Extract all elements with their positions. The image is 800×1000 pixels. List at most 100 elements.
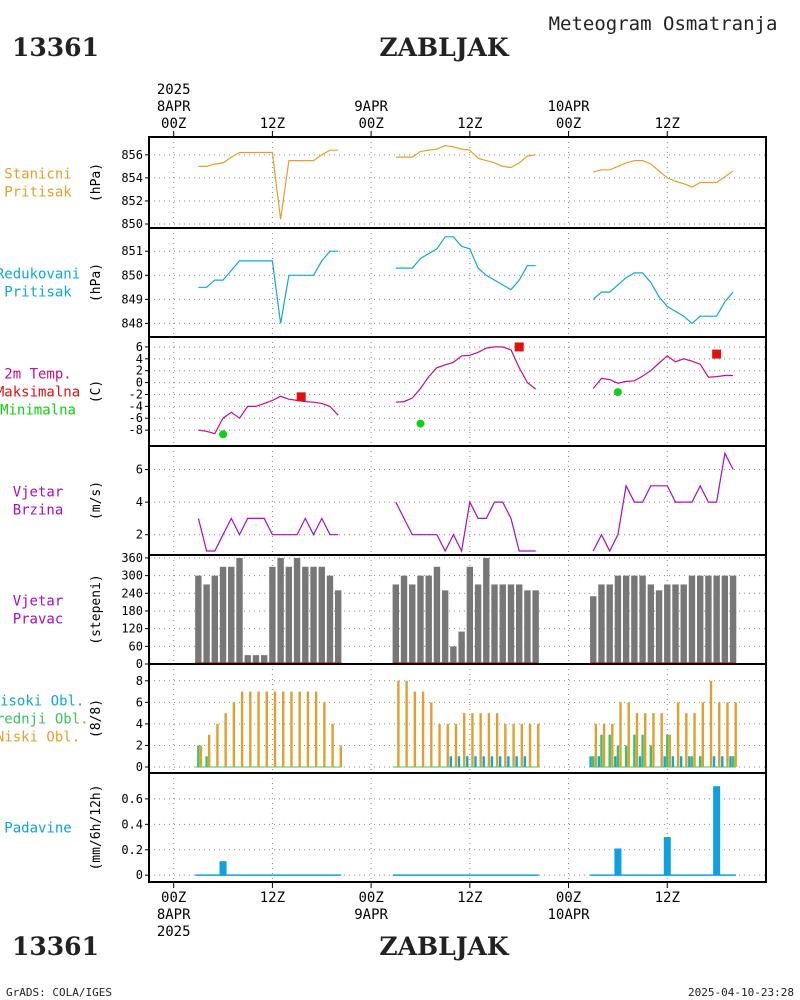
station-name-bottom: ZABLJAK xyxy=(379,932,510,961)
cloud-bar xyxy=(726,702,729,767)
direction-bar xyxy=(203,584,210,664)
panel-wind-speed: 2 4 6 Vjetar Brzina (m/s) xyxy=(13,445,767,556)
cloud-bar xyxy=(474,756,477,767)
cloud-bar xyxy=(515,756,518,767)
wind-speed-series-line xyxy=(197,517,339,552)
cloud-bar xyxy=(240,691,244,767)
direction-bar xyxy=(466,566,474,664)
panel-frame xyxy=(148,136,767,229)
y-tick-label: -6 xyxy=(129,411,143,425)
cloud-bar xyxy=(523,756,527,767)
cloud-bar xyxy=(512,723,515,767)
cloud-bar xyxy=(608,734,611,767)
y-tick-label: 120 xyxy=(121,622,143,636)
top-time-label: 12Z xyxy=(655,116,680,132)
reduced-pressure-series-line xyxy=(592,272,734,325)
cloud-bar xyxy=(405,680,408,767)
cloud-bar xyxy=(641,734,644,767)
panel-label: Maksimalna xyxy=(0,385,80,401)
panel-wind-direction: 0 60 120 180 240 300 360 Vjetar Pravac (stepeni) xyxy=(13,551,767,671)
cloud-bar xyxy=(676,702,680,767)
reduced-pressure-series-line xyxy=(395,236,536,291)
unit-label: (m/s) xyxy=(89,481,104,520)
y-tick-label: 850 xyxy=(121,268,143,282)
cloud-bar xyxy=(314,691,318,767)
direction-bar xyxy=(532,590,539,664)
cloud-bar xyxy=(666,734,669,767)
footer-timestamp: 2025-04-10-23:28 xyxy=(688,986,794,999)
direction-bar xyxy=(285,566,293,664)
y-tick-label: 360 xyxy=(121,551,143,565)
cloud-bar xyxy=(463,713,466,767)
cloud-bar xyxy=(430,702,433,767)
bottom-time-label: 12Z xyxy=(457,890,482,906)
direction-bar xyxy=(491,584,498,664)
direction-bar xyxy=(450,646,457,664)
bottom-time-label: 10APR xyxy=(547,907,590,923)
direction-bar xyxy=(400,575,408,664)
cloud-bar xyxy=(265,691,268,767)
cloud-bar xyxy=(594,723,598,767)
direction-bar xyxy=(409,584,416,664)
cloud-bar xyxy=(438,723,441,767)
y-tick-label: 852 xyxy=(121,194,143,208)
direction-bar xyxy=(606,584,613,664)
direction-bar xyxy=(499,584,506,664)
cloud-bar xyxy=(454,723,458,767)
panel-label: Minimalna xyxy=(0,403,76,419)
station-id-bottom: 13361 xyxy=(12,932,99,961)
cloud-bar xyxy=(729,756,732,767)
direction-bar xyxy=(310,566,317,664)
direction-bar xyxy=(417,575,424,664)
panel-precipitation: 0 0.2 0.4 0.6 Padavine (mm/6h/12h) xyxy=(4,772,767,883)
direction-bar xyxy=(326,575,334,664)
cloud-bar xyxy=(671,756,675,767)
cloud-bar xyxy=(323,702,326,767)
panel-label: Niski Obl. xyxy=(0,730,80,746)
y-tick-label: 240 xyxy=(121,586,143,600)
cloud-bar xyxy=(690,756,694,767)
y-tick-label: 6 xyxy=(136,340,143,354)
top-time-label: 00Z xyxy=(161,116,186,132)
direction-bar xyxy=(195,575,202,664)
y-tick-label: 60 xyxy=(129,639,143,653)
y-tick-label: 851 xyxy=(121,244,143,258)
y-tick-label: 0 xyxy=(136,657,143,671)
temperature-series-line xyxy=(592,355,734,389)
cloud-bar xyxy=(479,713,482,767)
direction-bar xyxy=(688,575,696,664)
cloud-bar xyxy=(718,702,721,767)
cloud-bar xyxy=(282,691,285,767)
cloud-bar xyxy=(688,756,691,767)
wind-speed-series-line xyxy=(592,451,734,553)
top-time-label: 9APR xyxy=(354,99,388,115)
cloud-bar xyxy=(624,745,628,767)
cloud-bar xyxy=(627,702,630,767)
y-tick-label: 300 xyxy=(121,569,143,583)
direction-bar xyxy=(211,575,219,664)
cloud-bar xyxy=(498,756,502,767)
direction-bar xyxy=(713,575,720,664)
cloud-bar xyxy=(602,723,606,767)
panel-reduced-pressure: 848 849 850 851 Redukovani Pritisak (hPa) xyxy=(0,227,767,338)
cloud-bar xyxy=(449,756,452,767)
y-tick-label: 2 xyxy=(136,364,143,378)
panel-label: Vjetar xyxy=(13,485,64,501)
cloud-bar xyxy=(306,691,310,767)
y-tick-label: -4 xyxy=(129,399,143,413)
direction-bar xyxy=(433,566,441,664)
cloud-bar xyxy=(413,691,417,767)
bottom-time-label: 00Z xyxy=(556,890,581,906)
panel-frame xyxy=(148,227,767,338)
bottom-time-label: 2025 xyxy=(157,924,191,940)
precip-bar xyxy=(614,848,622,876)
cloud-bar xyxy=(232,702,236,767)
y-tick-label: -2 xyxy=(129,387,143,401)
cloud-bar xyxy=(619,702,622,767)
bottom-time-label: 00Z xyxy=(358,890,383,906)
y-tick-label: 2 xyxy=(136,528,143,542)
direction-bar xyxy=(458,631,465,664)
y-tick-label: 4 xyxy=(136,717,143,731)
